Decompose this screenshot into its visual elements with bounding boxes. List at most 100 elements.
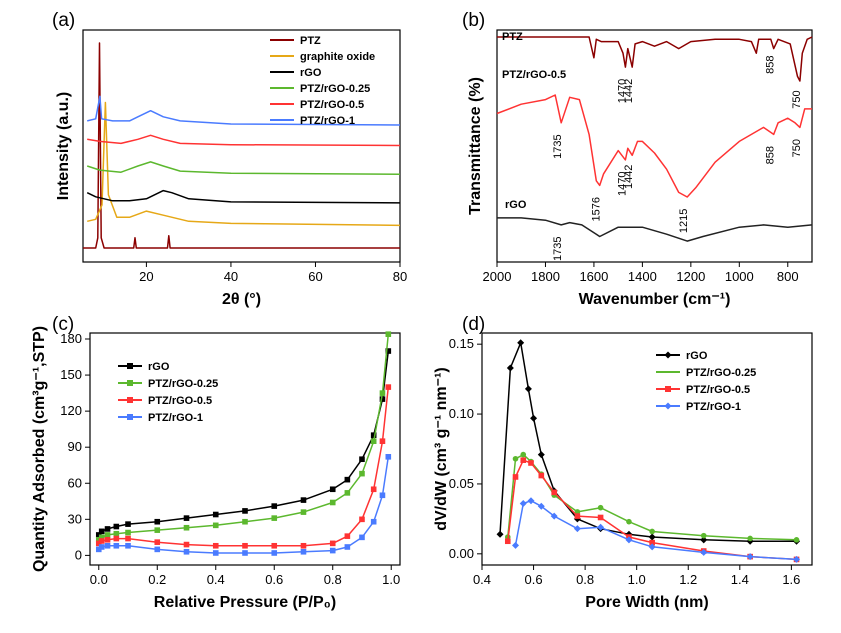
data-point-ptz-rgo-0-5 [512, 474, 519, 480]
x-tick-label: 1200 [676, 269, 705, 284]
y-tick-label: 180 [60, 331, 82, 346]
y-tick-label: 0.10 [449, 406, 474, 421]
data-point-rgo [300, 497, 307, 503]
data-point-rgo [370, 432, 377, 438]
data-point-ptz-rgo-1 [379, 492, 386, 499]
legend-marker [127, 414, 133, 420]
legend-label: PTZ/rGO-1 [686, 401, 741, 413]
data-point-rgo [329, 486, 336, 493]
y-tick-label: 120 [60, 403, 82, 418]
x-tick-label: 800 [777, 269, 799, 284]
data-point-ptz-rgo-0-5 [344, 533, 351, 539]
peak-annotation: 1576 [591, 197, 603, 221]
data-point-rgo [496, 530, 504, 538]
x-tick-label: 0.6 [265, 572, 283, 587]
series-line-ptz [83, 42, 400, 249]
x-tick-label: 0.0 [90, 572, 108, 587]
peak-annotation: 1470 [616, 172, 628, 196]
data-point-ptz-rgo-0-5 [649, 539, 655, 546]
data-point-ptz-rgo-0-25 [379, 390, 386, 396]
panel-label: (b) [462, 10, 485, 31]
data-point-ptz-rgo-1 [700, 548, 708, 556]
series-line-graphite-oxide [87, 101, 401, 227]
x-tick-label: 1.4 [731, 572, 749, 587]
data-point-ptz-rgo-1 [519, 500, 527, 508]
data-point-ptz-rgo-0-5 [271, 542, 278, 549]
legend-label: PTZ/rGO-0.5 [300, 99, 364, 111]
data-point-ptz-rgo-1 [154, 546, 161, 553]
x-tick-label: 40 [224, 269, 238, 284]
y-axis-title: Transmittance (%) [467, 77, 484, 215]
data-point-rgo [379, 396, 386, 402]
legend-label: graphite oxide [300, 51, 375, 63]
data-point-ptz-rgo-0-5 [379, 438, 386, 444]
data-point-ptz-rgo-0-25 [597, 504, 604, 511]
legend-label: rGO [300, 67, 322, 79]
data-point-rgo [506, 364, 514, 372]
x-tick-label: 20 [139, 269, 153, 284]
y-tick-label: 30 [68, 511, 82, 526]
x-tick-label: 0.8 [324, 572, 342, 587]
plot-frame [89, 332, 401, 566]
data-point-ptz-rgo-0-5 [520, 457, 527, 463]
peak-annotation: 858 [765, 56, 777, 74]
peak-annotation: 1215 [678, 209, 690, 233]
peak-annotation: 750 [791, 90, 803, 108]
series-line-ptz-rgo-0-25 [507, 453, 797, 541]
legend-marker [665, 386, 671, 392]
y-axis-title: Intensity (a.u.) [55, 92, 72, 200]
y-tick-label: 0.15 [449, 336, 474, 351]
data-point-ptz-rgo-0-25 [626, 518, 632, 525]
data-point-ptz-rgo-0-25 [329, 499, 336, 506]
data-point-ptz-rgo-1 [512, 541, 520, 549]
data-point-ptz-rgo-1 [746, 553, 754, 561]
data-point-rgo [242, 508, 248, 514]
legend-marker [664, 351, 672, 359]
data-point-ptz-rgo-0-25 [520, 451, 527, 458]
data-point-ptz-rgo-0-25 [271, 515, 278, 521]
legend-marker [127, 363, 133, 369]
data-point-ptz-rgo-1 [597, 523, 605, 531]
panel-label: (c) [52, 314, 74, 335]
y-tick-label: 0 [75, 547, 82, 562]
data-point-ptz-rgo-1 [648, 543, 656, 551]
data-point-rgo [648, 533, 656, 541]
data-point-ptz-rgo-0-5 [528, 460, 534, 466]
data-point-ptz-rgo-0-25 [98, 534, 105, 541]
plot-frame [82, 29, 401, 263]
legend-label: rGO [686, 350, 708, 362]
data-point-rgo [183, 515, 190, 521]
data-point-ptz-rgo-0-25 [154, 527, 161, 533]
series-label: PTZ/rGO-0.5 [502, 69, 566, 81]
series-line-ptz-rgo-1 [87, 95, 401, 126]
x-tick-label: 60 [308, 269, 322, 284]
legend-label: PTZ/rGO-0.25 [300, 83, 370, 95]
legend-marker [127, 397, 133, 403]
peak-annotation: 1470 [616, 79, 628, 103]
legend-label: PTZ/rGO-1 [148, 412, 203, 424]
x-tick-label: 0.8 [576, 572, 594, 587]
data-point-ptz-rgo-1 [370, 518, 377, 525]
data-point-ptz-rgo-0-5 [242, 542, 248, 549]
data-point-ptz-rgo-1 [625, 536, 633, 544]
peak-annotation: 1735 [552, 236, 564, 260]
series-line-ptz-rgo-0-5 [496, 94, 812, 198]
data-point-rgo [113, 523, 120, 530]
legend-label: PTZ/rGO-1 [300, 115, 355, 127]
x-tick-label: 1.6 [782, 572, 800, 587]
data-point-ptz-rgo-0-5 [98, 538, 105, 544]
data-point-ptz-rgo-0-5 [183, 541, 190, 548]
x-tick-label: 1000 [725, 269, 754, 284]
data-point-ptz-rgo-1 [183, 548, 190, 555]
data-point-ptz-rgo-1 [104, 542, 111, 549]
series-label: rGO [505, 199, 527, 211]
data-point-ptz-rgo-0-25 [104, 532, 111, 538]
data-point-rgo [95, 532, 102, 538]
x-tick-label: 1.0 [382, 572, 400, 587]
data-point-ptz-rgo-0-25 [113, 530, 120, 537]
y-tick-label: 150 [60, 367, 82, 382]
y-tick-label: 60 [68, 475, 82, 490]
data-point-ptz-rgo-0-25 [700, 532, 707, 539]
data-point-ptz-rgo-0-5 [551, 489, 557, 496]
